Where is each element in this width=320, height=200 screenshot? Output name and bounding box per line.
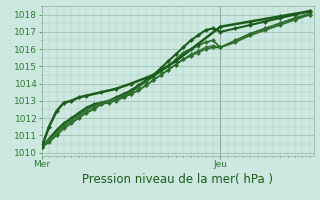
X-axis label: Pression niveau de la mer( hPa ): Pression niveau de la mer( hPa )	[82, 173, 273, 186]
